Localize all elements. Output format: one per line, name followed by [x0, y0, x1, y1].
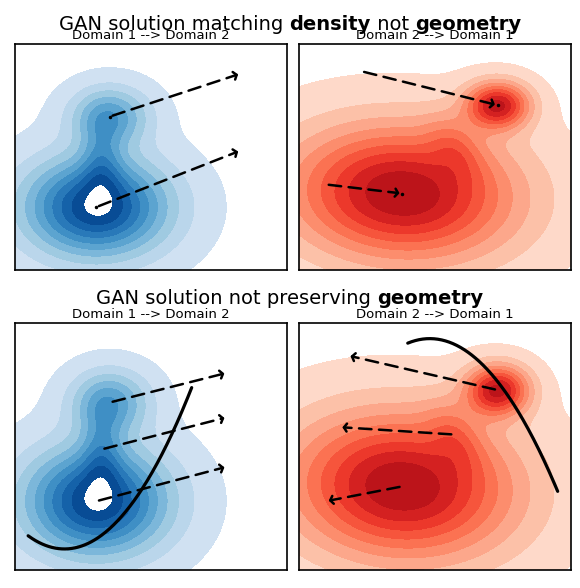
Text: geometry: geometry: [378, 289, 484, 308]
Text: GAN solution not preserving: GAN solution not preserving: [96, 289, 378, 308]
Text: Domain 2 --> Domain 1: Domain 2 --> Domain 1: [356, 308, 514, 321]
Text: density: density: [289, 15, 371, 34]
Text: GAN solution matching: GAN solution matching: [59, 15, 289, 34]
Text: geometry: geometry: [415, 15, 521, 34]
Text: not: not: [371, 15, 415, 34]
Text: Domain 1 --> Domain 2: Domain 1 --> Domain 2: [72, 308, 230, 321]
Text: Domain 1 --> Domain 2: Domain 1 --> Domain 2: [72, 29, 230, 42]
Text: Domain 2 --> Domain 1: Domain 2 --> Domain 1: [356, 29, 514, 42]
